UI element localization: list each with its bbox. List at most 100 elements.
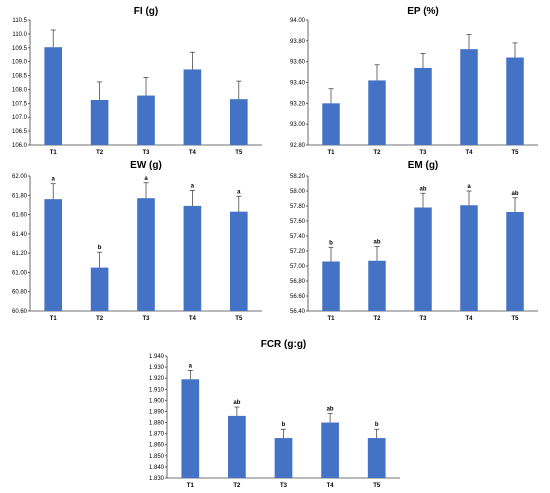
- bar: [460, 205, 478, 311]
- y-tick-label: 1.920: [149, 376, 165, 382]
- y-tick-label: 57.60: [290, 219, 306, 225]
- y-tick-label: 1.860: [149, 443, 165, 449]
- significance-letter: ab: [327, 407, 334, 413]
- significance-letter: ab: [511, 191, 518, 197]
- bar: [321, 422, 339, 478]
- y-tick-label: 1.890: [149, 409, 165, 415]
- bar: [228, 415, 246, 478]
- significance-letter: ab: [233, 400, 240, 406]
- y-tick-label: 60.60: [12, 309, 28, 315]
- significance-letter: a: [52, 177, 56, 183]
- x-tick-label: T3: [142, 150, 150, 156]
- bar: [181, 379, 200, 478]
- y-tick-label: 110.0: [12, 32, 27, 38]
- bar: [506, 212, 524, 311]
- y-tick-label: 93.80: [290, 39, 306, 45]
- bar: [322, 261, 340, 311]
- x-tick-label: T3: [419, 150, 427, 156]
- bar: [367, 438, 386, 478]
- x-tick-label: T3: [419, 316, 427, 322]
- chart-panel: EW (g) 60.60 60.80 61.00 61.20 61.40 61.60 61.8…: [12, 160, 262, 322]
- significance-letter: a: [237, 189, 241, 195]
- bar: [229, 99, 248, 145]
- y-tick-label: 1.900: [149, 398, 165, 404]
- bar: [414, 207, 432, 311]
- y-tick-label: 106.0: [12, 143, 28, 149]
- bar: [90, 100, 109, 145]
- y-tick-label: 58.00: [290, 189, 306, 195]
- y-tick-label: 106.5: [12, 129, 28, 135]
- y-tick-label: 1.910: [149, 387, 165, 393]
- y-tick-label: 57.80: [290, 204, 306, 210]
- y-tick-label: 61.40: [12, 232, 28, 238]
- x-tick-label: T3: [142, 316, 150, 322]
- y-tick-label: 94.00: [290, 18, 306, 24]
- significance-letter: a: [191, 183, 195, 189]
- chart-title: EP (%): [407, 6, 439, 17]
- y-tick-label: 56.80: [290, 279, 306, 285]
- y-tick-label: 56.40: [290, 309, 306, 315]
- significance-letter: b: [98, 245, 102, 251]
- y-tick-label: 1.840: [149, 465, 165, 471]
- chart-title: EW (g): [130, 160, 162, 171]
- y-tick-label: 93.60: [290, 60, 306, 66]
- chart-panel: FI (g) 106.0 106.5 107.0 107.5 108.0 108.5 109.…: [12, 6, 262, 156]
- y-tick-label: 108.0: [12, 87, 28, 93]
- y-tick-label: 1.930: [149, 365, 165, 371]
- bar: [460, 49, 478, 145]
- x-tick-label: T1: [187, 483, 195, 489]
- y-tick-label: 1.870: [149, 432, 165, 438]
- significance-letter: a: [144, 176, 148, 182]
- bar: [137, 95, 155, 145]
- x-tick-label: T4: [189, 316, 197, 322]
- x-tick-label: T2: [373, 150, 381, 156]
- y-tick-label: 93.00: [290, 122, 306, 128]
- x-tick-label: T5: [373, 483, 381, 489]
- y-tick-label: 57.00: [290, 264, 306, 270]
- y-tick-label: 1.940: [149, 354, 165, 360]
- significance-letter: ab: [419, 186, 426, 192]
- x-tick-label: T5: [511, 150, 519, 156]
- y-tick-label: 92.80: [290, 143, 306, 149]
- significance-letter: b: [375, 422, 379, 428]
- chart-panel: FCR (g:g) 1.830 1.840 1.850 1.860 1.870 1.880 1…: [149, 339, 400, 489]
- bar: [90, 267, 109, 311]
- chart-panel: EP (%) 92.80 93.00 93.20 93.40 93.60 93.80 94.0…: [290, 6, 538, 156]
- bar: [183, 205, 202, 311]
- x-tick-label: T2: [96, 316, 104, 322]
- y-tick-label: 1.880: [149, 421, 165, 427]
- chart-title: EM (g): [408, 160, 439, 171]
- x-tick-label: T4: [465, 150, 473, 156]
- x-tick-label: T4: [465, 316, 473, 322]
- x-tick-label: T4: [327, 483, 335, 489]
- y-tick-label: 61.00: [12, 270, 28, 276]
- y-tick-label: 56.60: [290, 294, 306, 300]
- x-tick-label: T3: [280, 483, 288, 489]
- bar: [183, 69, 202, 145]
- chart-title: FI (g): [134, 6, 158, 17]
- bar: [44, 199, 63, 311]
- bar: [44, 47, 63, 145]
- bar: [368, 260, 386, 311]
- y-tick-label: 1.850: [149, 454, 165, 460]
- bar: [322, 103, 340, 145]
- y-tick-label: 61.20: [12, 251, 28, 257]
- y-tick-label: 57.20: [290, 249, 306, 255]
- y-tick-label: 60.80: [12, 290, 28, 296]
- significance-letter: a: [189, 363, 193, 369]
- significance-letter: a: [467, 184, 471, 190]
- y-tick-label: 93.40: [290, 81, 306, 87]
- x-tick-label: T5: [235, 316, 243, 322]
- x-tick-label: T5: [235, 150, 243, 156]
- y-tick-label: 107.5: [12, 101, 28, 107]
- x-tick-label: T2: [373, 316, 381, 322]
- bar: [274, 438, 293, 478]
- bar: [137, 198, 155, 311]
- y-tick-label: 107.0: [12, 115, 28, 121]
- bar: [368, 80, 386, 145]
- bar: [229, 211, 248, 311]
- x-tick-label: T4: [189, 150, 197, 156]
- bar: [506, 57, 524, 145]
- x-tick-label: T2: [96, 150, 104, 156]
